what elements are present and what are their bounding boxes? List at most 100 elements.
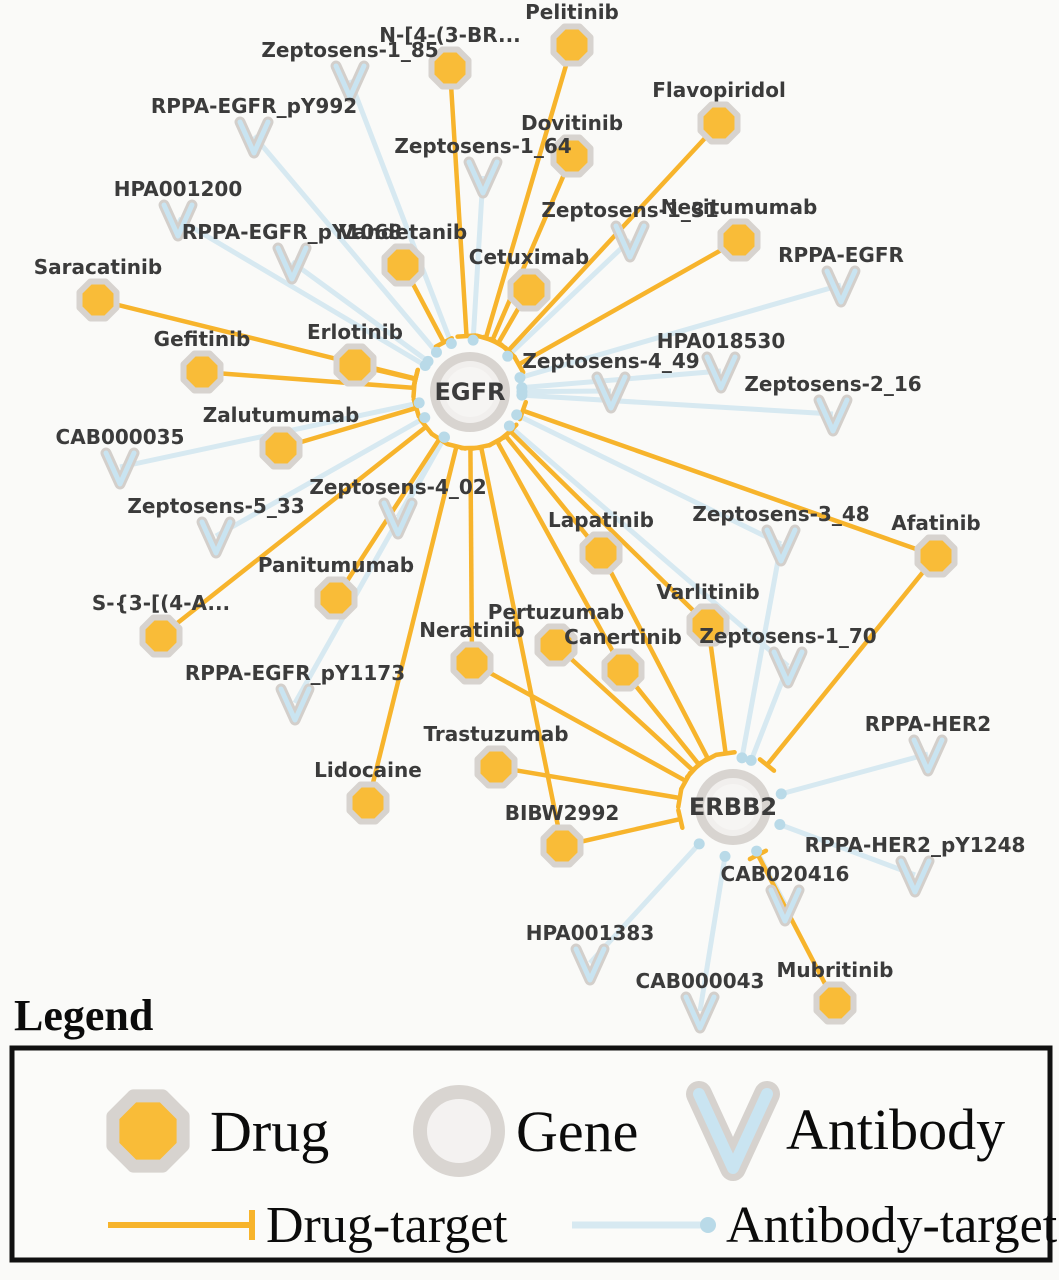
antibody-node-chevron-fill xyxy=(573,946,607,983)
antibody-edge-dot xyxy=(430,346,442,358)
antibody-node-label: HPA001200 xyxy=(114,177,243,201)
antibody-edge-dot xyxy=(413,397,425,409)
drug-node-Pelitinib[interactable] xyxy=(550,23,594,67)
antibody-node-label: RPPA-HER2_pY1248 xyxy=(805,833,1026,857)
gene-node-label: ERBB2 xyxy=(689,793,777,821)
antibody-node-label: Zeptosens-1_85 xyxy=(261,38,438,62)
antibody-edge-dot xyxy=(719,850,731,862)
drug-node-BIBW2992[interactable] xyxy=(540,824,584,868)
drug-target-edge xyxy=(503,434,603,555)
antibody-edge-dot xyxy=(516,389,528,401)
antibody-edge-dot xyxy=(419,412,431,424)
antibody-swatch-chevron xyxy=(693,1088,773,1174)
drug-node-Varlitinib[interactable] xyxy=(686,603,730,647)
legend-label-gene: Gene xyxy=(516,1099,638,1164)
antibody-node-chevron-fill xyxy=(466,159,500,196)
drug-target-edge xyxy=(280,405,417,451)
antibody-target-edges xyxy=(119,79,929,1012)
antibody-target-edge xyxy=(521,388,612,395)
drug-target-edge-tbar xyxy=(757,757,777,773)
drug-target-edge xyxy=(468,447,475,664)
drug-node-Lidocaine[interactable] xyxy=(346,781,390,825)
drug-node-S-{3-[(4-A...[interactable] xyxy=(139,614,183,658)
legend-label-drug-target: Drug-target xyxy=(266,1197,508,1254)
antibody-node-label: HPA018530 xyxy=(657,329,786,353)
drug-target-edge-tbar xyxy=(676,807,685,831)
legend-label-antibody: Antibody xyxy=(786,1097,1005,1162)
drug-node-Trastuzumab[interactable] xyxy=(474,745,518,789)
drug-node-Flavopiridol[interactable] xyxy=(697,101,741,145)
antibody-target-edge xyxy=(778,822,916,878)
drug-node-label: Vandetanib xyxy=(339,220,467,244)
antibody-node-chevron-fill xyxy=(613,223,647,260)
drug-target-edge xyxy=(447,67,469,337)
drug-target-edge xyxy=(599,551,711,761)
drug-node-label: S-{3-[(4-A... xyxy=(92,591,230,615)
drug-node-Saracatinib[interactable] xyxy=(76,278,120,322)
antibody-edge-dot xyxy=(514,372,526,384)
drug-node-label: Neratinib xyxy=(419,618,525,642)
antibody-node-chevron-fill xyxy=(704,354,738,391)
drug-node-label: Trastuzumab xyxy=(423,722,568,746)
drug-target-edge xyxy=(159,424,428,638)
antibody-target-edge xyxy=(739,543,784,759)
antibody-node-chevron-fill xyxy=(381,500,415,537)
drug-target-edge-tbar xyxy=(676,786,684,810)
drug-node-N-[4-(3-BR...[interactable] xyxy=(428,46,472,90)
drug-node-Vandetanib[interactable] xyxy=(381,243,425,287)
gene-node-ERBB2[interactable]: ERBB2 xyxy=(689,769,777,845)
drug-target-edge xyxy=(365,445,459,804)
antibody-node-label: RPPA-EGFR_pY1068 xyxy=(182,220,402,244)
drug-target-edge xyxy=(470,661,687,783)
drug-node-Neratinib[interactable] xyxy=(450,641,494,685)
drug-target-edge-tbar xyxy=(684,761,702,780)
drug-node-Mubritinib[interactable] xyxy=(813,981,857,1025)
antibody-node-label: CAB000035 xyxy=(56,425,185,449)
drug-node-Zalutumumab[interactable] xyxy=(259,426,303,470)
antibody-edge-dot xyxy=(422,355,434,367)
drug-node-label: Lidocaine xyxy=(314,758,422,782)
drug-and-antibody-nodes xyxy=(76,23,958,1034)
antibody-target-edge xyxy=(292,436,447,705)
drug-node-label: Afatinib xyxy=(891,511,981,535)
drug-node-Canertinib[interactable] xyxy=(601,648,645,692)
antibody-node-label: Zeptosens-4_02 xyxy=(309,475,486,499)
antibody-edge-dot xyxy=(438,431,450,443)
antibody-node-label: Zeptosens-4_49 xyxy=(522,349,699,373)
drug-node-label: Mubritinib xyxy=(776,958,893,982)
antibody-node-chevron-fill xyxy=(278,686,312,723)
antibody-node-chevron-fill xyxy=(764,527,798,564)
antibody-node-chevron-fill xyxy=(333,63,367,100)
antibody-edge-dot xyxy=(445,337,457,349)
drug-target-edge xyxy=(755,853,837,1005)
drug-node-Cetuximab[interactable] xyxy=(507,268,551,312)
drug-node-Necitumumab[interactable] xyxy=(717,218,761,262)
antibody-node-label: CAB000043 xyxy=(636,969,765,993)
drug-node-Pertuzumab[interactable] xyxy=(534,623,578,667)
drug-node-Panitumumab[interactable] xyxy=(314,576,358,620)
antibody-node-label: Zeptosens-1_70 xyxy=(699,624,876,648)
antibody-node-chevron-fill xyxy=(594,374,628,411)
antibody-node-chevron-fill xyxy=(161,202,195,239)
antibody-target-edge xyxy=(214,415,426,539)
drug-node-label: Saracatinib xyxy=(34,255,162,279)
drug-swatch-octagon xyxy=(106,1089,190,1173)
antibody-node-chevron-fill xyxy=(911,737,945,774)
drug-target-edge xyxy=(483,44,575,339)
gene-swatch-ring xyxy=(413,1085,505,1177)
drug-node-Gefitinib[interactable] xyxy=(180,350,224,394)
antibody-node-chevron-fill xyxy=(898,858,932,895)
antibody-target-edge xyxy=(176,216,427,368)
drug-node-Erlotinib[interactable] xyxy=(333,343,377,387)
drug-target-edge-tbar xyxy=(411,368,420,391)
antibody-edge-dot xyxy=(502,350,514,362)
drug-node-Afatinib[interactable] xyxy=(914,534,958,578)
legend-title: Legend xyxy=(14,991,153,1040)
drug-node-Lapatinib[interactable] xyxy=(579,531,623,575)
antibody-target-edge xyxy=(507,424,790,668)
gene-node-EGFR[interactable]: EGFR xyxy=(430,352,510,432)
drug-node-Dovitinib[interactable] xyxy=(550,134,594,178)
antibody-target-edge xyxy=(470,175,486,341)
